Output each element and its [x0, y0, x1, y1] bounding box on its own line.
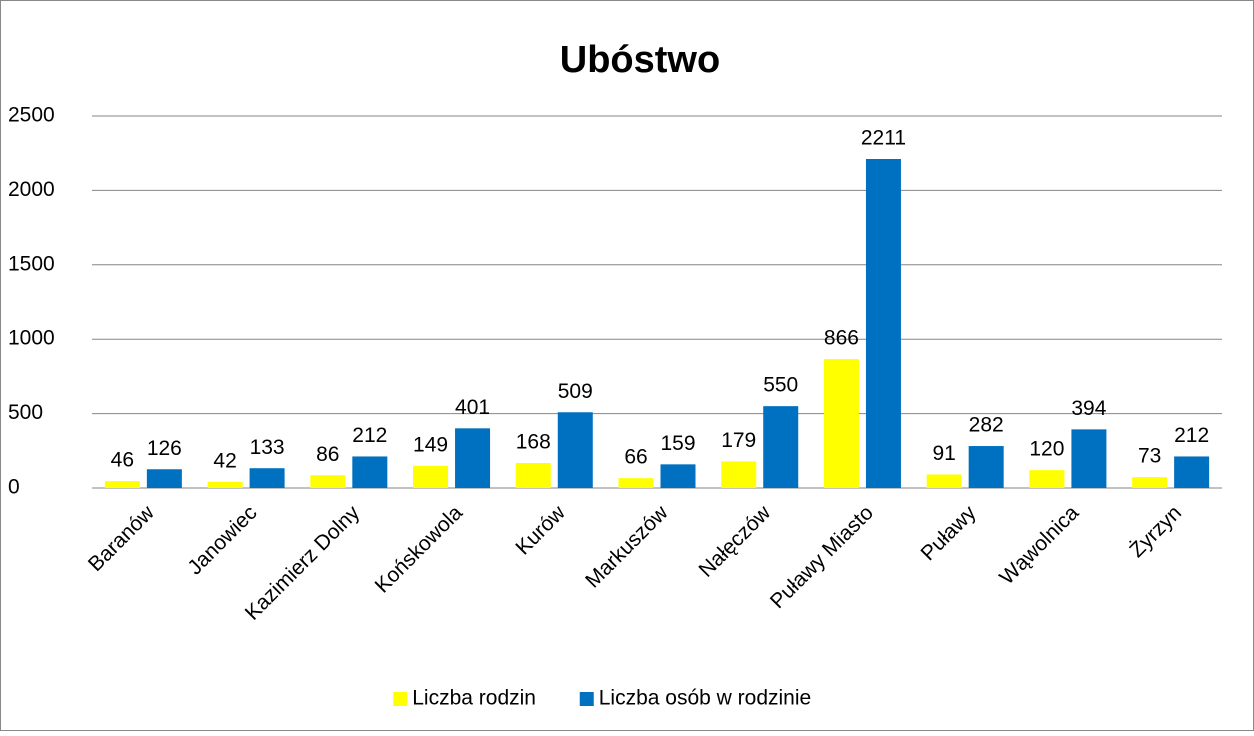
data-label: 42	[213, 449, 236, 472]
bar	[515, 463, 551, 488]
y-tick-label: 0	[8, 476, 20, 499]
data-label: 46	[111, 449, 134, 472]
y-tick-label: 2000	[8, 178, 55, 201]
data-label: 168	[516, 431, 551, 454]
bar	[310, 475, 346, 488]
data-label: 394	[1071, 397, 1106, 420]
bar	[249, 468, 285, 488]
data-label: 2211	[861, 127, 906, 150]
data-label: 91	[933, 442, 956, 465]
data-label: 282	[969, 414, 1004, 437]
data-label: 66	[624, 446, 647, 469]
bar	[413, 465, 449, 488]
bar	[968, 446, 1004, 488]
bar	[865, 159, 901, 488]
bar	[926, 474, 962, 488]
bar	[146, 469, 182, 488]
bar	[104, 481, 140, 488]
bar	[352, 456, 388, 488]
data-label: 550	[763, 374, 798, 397]
y-tick-label: 1500	[8, 252, 55, 275]
data-label: 401	[455, 396, 490, 419]
data-label: 149	[413, 433, 448, 456]
bar	[1071, 429, 1107, 488]
y-tick-label: 1000	[8, 327, 55, 350]
bar	[823, 359, 859, 488]
bar	[1029, 470, 1065, 488]
data-label: 179	[721, 429, 756, 452]
data-label: 159	[660, 432, 695, 455]
bar	[618, 478, 654, 488]
data-label: 86	[316, 443, 339, 466]
bar	[1174, 456, 1210, 488]
data-label: 120	[1029, 438, 1064, 461]
bar	[660, 464, 696, 488]
bar	[763, 406, 799, 488]
data-label: 212	[352, 424, 387, 447]
data-label: 133	[250, 436, 285, 459]
bar	[207, 481, 243, 488]
legend-label: Liczba osób w rodzinie	[599, 687, 811, 710]
legend-label: Liczba rodzin	[412, 687, 536, 710]
y-tick-label: 500	[8, 401, 43, 424]
y-tick-label: 2500	[8, 104, 55, 127]
chart-title: Ubóstwo	[560, 39, 720, 81]
bar	[721, 461, 757, 488]
data-label: 212	[1174, 424, 1209, 447]
bar	[455, 428, 491, 488]
bar	[557, 412, 593, 488]
legend-swatch	[393, 692, 408, 706]
data-label: 73	[1138, 445, 1161, 468]
bar	[1132, 477, 1168, 488]
data-label: 509	[558, 380, 593, 403]
data-label: 126	[147, 437, 182, 460]
legend-swatch	[579, 692, 594, 706]
data-label: 866	[824, 327, 859, 350]
